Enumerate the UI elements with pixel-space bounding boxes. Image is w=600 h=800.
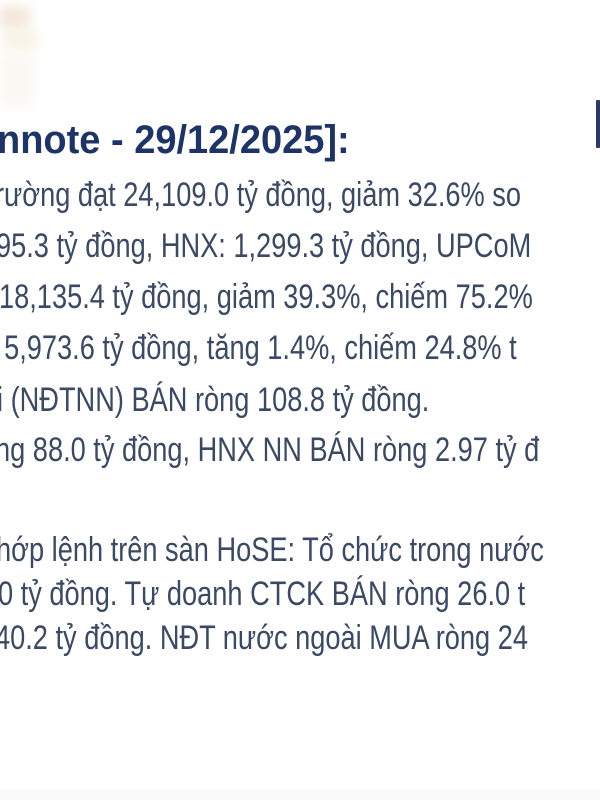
bottom-edge-band [0, 790, 600, 800]
clipped-glyph [596, 100, 600, 148]
scan-artifact [0, 54, 34, 106]
text-line: 0 tỷ đồng. Tự doanh CTCK BÁN ròng 26.0 t [0, 575, 526, 613]
text-line: 40.2 tỷ đồng. NĐT nước ngoài MUA ròng 24 [0, 619, 528, 657]
text-line: ng 88.0 tỷ đồng, HNX NN BÁN ròng 2.97 tỷ… [0, 431, 540, 469]
text-line: t 5,973.6 tỷ đồng, tăng 1.4%, chiếm 24.8… [0, 329, 517, 367]
clipped-glyph [0, 132, 4, 145]
document-heading: nnote - 29/12/2025]: [0, 118, 350, 162]
text-line: 18,135.4 tỷ đồng, giảm 39.3%, chiếm 75.2… [0, 278, 533, 316]
text-line: 95.3 tỷ đồng, HNX: 1,299.3 tỷ đồng, UPCo… [0, 227, 532, 265]
scan-artifact [0, 6, 30, 28]
scan-artifact [2, 30, 38, 50]
text-line: hớp lệnh trên sàn HoSE: Tổ chức trong nư… [0, 531, 544, 569]
text-line: i (NĐTNN) BÁN ròng 108.8 tỷ đồng. [0, 381, 430, 419]
text-line: rường đạt 24,109.0 tỷ đồng, giảm 32.6% s… [0, 176, 521, 214]
